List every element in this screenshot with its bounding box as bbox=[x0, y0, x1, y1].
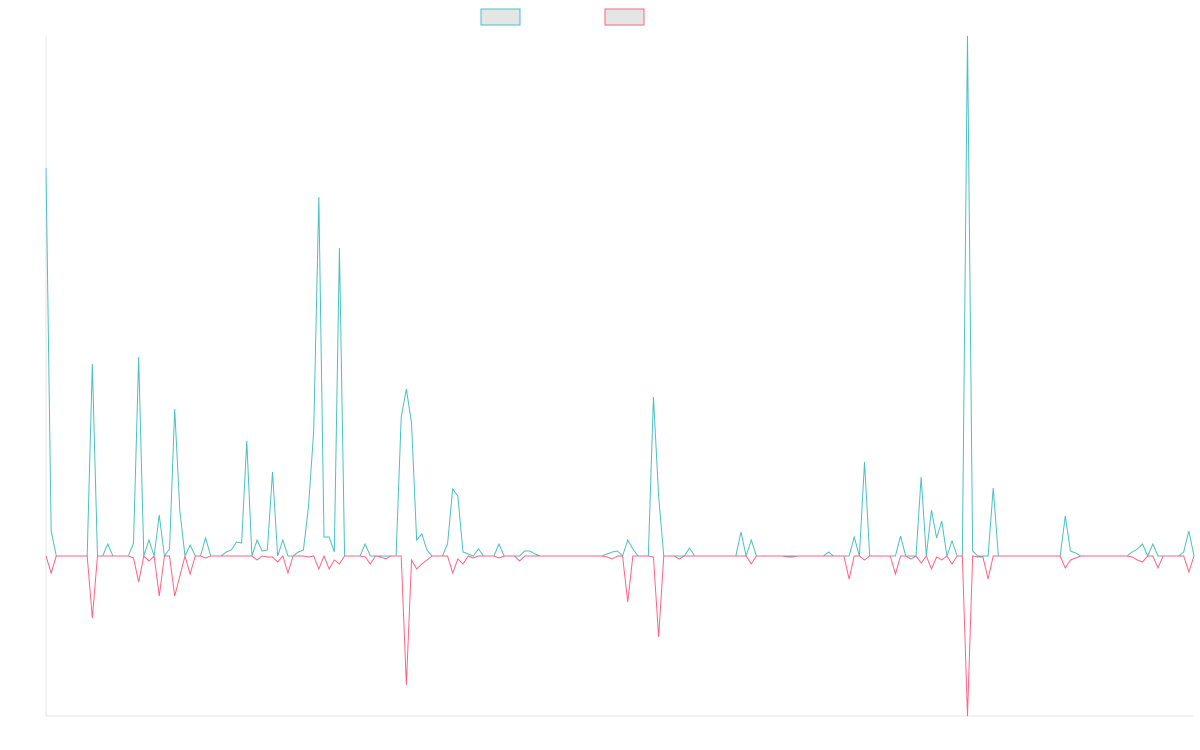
series-line-2 bbox=[45, 554, 1195, 717]
legend-swatch-2[interactable] bbox=[604, 8, 645, 26]
series-layer bbox=[45, 35, 1195, 717]
series-line-1 bbox=[45, 35, 1195, 558]
legend-swatch-1[interactable] bbox=[480, 8, 521, 26]
axes bbox=[45, 36, 1194, 717]
legend bbox=[480, 8, 645, 26]
